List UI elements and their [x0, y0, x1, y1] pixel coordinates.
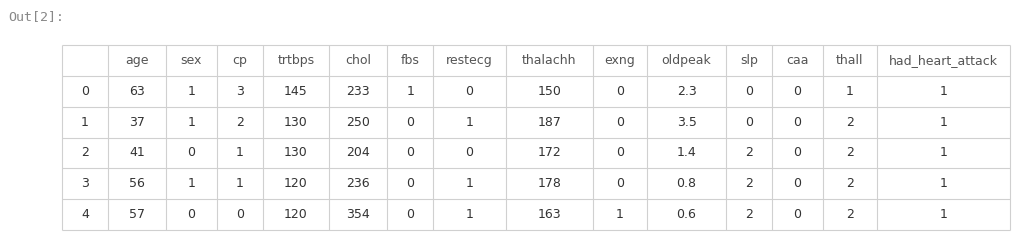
Text: restecg: restecg	[446, 54, 493, 67]
Text: 57: 57	[129, 208, 145, 221]
Text: 236: 236	[346, 177, 370, 190]
Text: 0: 0	[466, 146, 473, 160]
Text: 1: 1	[407, 85, 414, 98]
Text: 120: 120	[284, 177, 308, 190]
Text: 1: 1	[236, 177, 244, 190]
Text: 163: 163	[538, 208, 561, 221]
Text: 0: 0	[794, 208, 801, 221]
Text: oldpeak: oldpeak	[662, 54, 712, 67]
Text: 0: 0	[187, 208, 196, 221]
Text: chol: chol	[345, 54, 372, 67]
Text: 0: 0	[236, 208, 244, 221]
Text: 1: 1	[940, 146, 947, 160]
Text: 354: 354	[346, 208, 370, 221]
Text: 204: 204	[346, 146, 370, 160]
Text: sex: sex	[180, 54, 202, 67]
Text: 3: 3	[236, 85, 244, 98]
Text: 0.6: 0.6	[677, 208, 696, 221]
Text: 1: 1	[940, 85, 947, 98]
Text: 1: 1	[616, 208, 624, 221]
Text: 63: 63	[129, 85, 144, 98]
Text: 0: 0	[794, 177, 801, 190]
Text: 2: 2	[846, 177, 854, 190]
Text: 2: 2	[846, 146, 854, 160]
Text: 56: 56	[129, 177, 145, 190]
Text: trtbps: trtbps	[278, 54, 314, 67]
Text: 0: 0	[466, 85, 473, 98]
Text: 1: 1	[466, 208, 473, 221]
Text: 3: 3	[81, 177, 89, 190]
Text: 4: 4	[81, 208, 89, 221]
Text: slp: slp	[740, 54, 758, 67]
Text: thalachh: thalachh	[522, 54, 577, 67]
Text: 145: 145	[284, 85, 308, 98]
Text: fbs: fbs	[400, 54, 420, 67]
Text: thall: thall	[836, 54, 863, 67]
Text: 0.8: 0.8	[677, 177, 696, 190]
Text: 37: 37	[129, 116, 145, 129]
Text: 0: 0	[616, 146, 624, 160]
Text: 2: 2	[846, 208, 854, 221]
Text: 0: 0	[81, 85, 89, 98]
Text: 1: 1	[940, 177, 947, 190]
Text: 120: 120	[284, 208, 308, 221]
Text: 0: 0	[794, 146, 801, 160]
Text: 187: 187	[538, 116, 561, 129]
Text: 1: 1	[940, 208, 947, 221]
Text: 250: 250	[346, 116, 371, 129]
Text: 1: 1	[236, 146, 244, 160]
Text: 1: 1	[81, 116, 89, 129]
Text: 130: 130	[284, 146, 308, 160]
Text: 2: 2	[236, 116, 244, 129]
Text: 0: 0	[407, 208, 415, 221]
Text: 0: 0	[744, 116, 753, 129]
Text: 0: 0	[407, 177, 415, 190]
Text: 3.5: 3.5	[677, 116, 696, 129]
Text: 0: 0	[744, 85, 753, 98]
Text: 2: 2	[744, 146, 753, 160]
Text: 0: 0	[616, 85, 624, 98]
Text: caa: caa	[786, 54, 808, 67]
Text: 0: 0	[616, 116, 624, 129]
Text: age: age	[125, 54, 148, 67]
Text: 1: 1	[940, 116, 947, 129]
Text: Out[2]:: Out[2]:	[8, 10, 63, 23]
Text: 0: 0	[794, 116, 801, 129]
Text: 2: 2	[81, 146, 89, 160]
Text: 150: 150	[538, 85, 561, 98]
Text: 1: 1	[466, 116, 473, 129]
Text: had_heart_attack: had_heart_attack	[889, 54, 998, 67]
Text: 172: 172	[538, 146, 561, 160]
Text: 2: 2	[744, 208, 753, 221]
Text: 2.3: 2.3	[677, 85, 696, 98]
Text: 2: 2	[744, 177, 753, 190]
Text: 41: 41	[129, 146, 144, 160]
Text: 178: 178	[538, 177, 561, 190]
Text: 130: 130	[284, 116, 308, 129]
Text: 1: 1	[466, 177, 473, 190]
Text: 0: 0	[794, 85, 801, 98]
Text: 0: 0	[407, 146, 415, 160]
Text: 0: 0	[407, 116, 415, 129]
Text: 1.4: 1.4	[677, 146, 696, 160]
Text: 0: 0	[187, 146, 196, 160]
Text: exng: exng	[604, 54, 636, 67]
Text: 0: 0	[616, 177, 624, 190]
Text: 1: 1	[187, 177, 196, 190]
Text: 1: 1	[187, 85, 196, 98]
Text: 1: 1	[846, 85, 854, 98]
Text: cp: cp	[232, 54, 247, 67]
Text: 233: 233	[346, 85, 370, 98]
Text: 2: 2	[846, 116, 854, 129]
Text: 1: 1	[187, 116, 196, 129]
